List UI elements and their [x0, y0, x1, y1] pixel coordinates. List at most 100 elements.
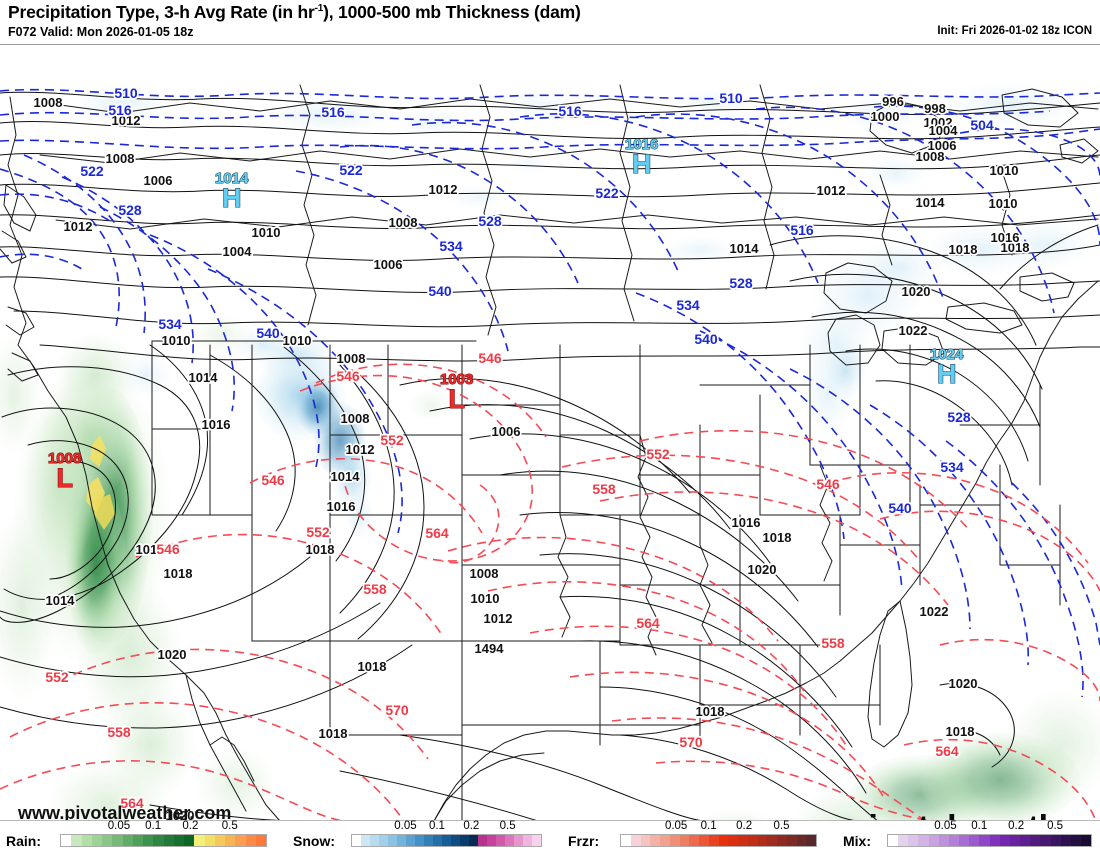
colorbar-swatch — [928, 835, 939, 846]
colorbar-swatch — [173, 835, 184, 846]
thickness-low-label-halo: 540 — [256, 325, 280, 341]
colorbar-swatch — [938, 835, 949, 846]
thickness-low-label: 534 — [940, 459, 964, 475]
mslp-label: 1014 — [189, 370, 219, 385]
mslp-label: 1018 — [696, 704, 725, 719]
colorbar-swatch — [718, 835, 729, 846]
thickness-low-label: 516 — [321, 104, 345, 120]
colorbar-swatch — [948, 835, 960, 846]
thickness-high-label-halo: 570 — [385, 702, 409, 718]
colorbar-swatch — [1080, 835, 1092, 846]
thickness-high-label-halo: 552 — [380, 432, 404, 448]
mslp-label-halo: 1012 — [484, 611, 513, 626]
mslp-label-halo: 1020 — [949, 676, 978, 691]
thickness-low-label-halo: 510 — [719, 90, 743, 106]
thickness-high-label: 558 — [592, 481, 616, 497]
mslp-label-halo: 1014 — [730, 241, 760, 256]
colorbar-swatch — [433, 835, 442, 846]
thickness-high-label-halo: 564 — [425, 525, 449, 541]
mslp-label-halo: 1010 — [162, 333, 191, 348]
thickness-high-label-halo: 564 — [636, 615, 660, 631]
mslp-label-halo: 1006 — [928, 138, 957, 153]
thickness-high-label: 546 — [816, 476, 840, 492]
pressure-center-high-1016[interactable]: 1016 H — [624, 136, 658, 178]
pressure-center-high-1014[interactable]: 1014 H — [214, 170, 248, 212]
colorbar-swatches-mix — [887, 834, 1092, 847]
colorbar-swatch — [1050, 835, 1061, 846]
mslp-label-halo: 1010 — [252, 225, 281, 240]
colorbar-swatch — [235, 835, 246, 846]
mslp-label: 1010 — [989, 196, 1018, 211]
thickness-low-label-halo: 516 — [321, 104, 345, 120]
mslp-label-halo: 1018 — [358, 659, 387, 674]
mslp-label-halo: 1012 — [429, 182, 458, 197]
mslp-label: 1018 — [306, 542, 335, 557]
colorbar-swatch — [969, 835, 980, 846]
colorbar-swatch — [888, 835, 899, 846]
mslp-label: 1014 — [331, 469, 361, 484]
colorbar-swatch — [469, 835, 478, 846]
mslp-label-halo: 1014 — [916, 195, 946, 210]
colorbar-swatch — [796, 835, 807, 846]
colorbar-swatch — [630, 835, 641, 846]
colorbar-tick-label: 0.2 — [182, 820, 199, 832]
thickness-low-label-halo: 516 — [108, 102, 132, 118]
colorbar-swatch — [225, 835, 236, 846]
colorbar-swatch — [81, 835, 92, 846]
mslp-label: 1008 — [916, 149, 945, 164]
pressure-letter-label: L — [56, 463, 74, 493]
mslp-label: 1012 — [346, 442, 375, 457]
colorbar-swatch — [699, 835, 709, 846]
colorbar-swatch — [184, 835, 195, 846]
colorbar-label-frzr: Frzr: — [568, 833, 600, 849]
thickness-low-label: 534 — [158, 316, 182, 332]
mslp-label-halo: 1018 — [164, 566, 193, 581]
mslp-label-halo: 1014 — [189, 370, 219, 385]
mslp-label: 1014 — [916, 195, 946, 210]
mslp-label: 1008 — [337, 351, 366, 366]
thickness-low-label-halo: 516 — [558, 103, 582, 119]
colorbar-swatch — [898, 835, 909, 846]
pressure-center-low-1003[interactable]: 1003 L — [439, 371, 473, 414]
thickness-high-label-halo: 546 — [261, 472, 285, 488]
colorbar-swatch — [757, 835, 768, 846]
thickness-high-label-halo: 552 — [45, 669, 69, 685]
colorbar-tick-label: 0.05 — [107, 820, 131, 832]
map-canvas[interactable]: 1008 1008 1012 1012 1008 1008 1006 1006 1010 1010… — [0, 44, 1100, 820]
mslp-label-halo: 1006 — [492, 424, 521, 439]
mslp-label: 1010 — [471, 591, 500, 606]
mslp-label-halo: 1018 — [306, 542, 335, 557]
pressure-letter-label: L — [448, 384, 466, 414]
map-header: Precipitation Type, 3-h Avg Rate (in hr-… — [0, 0, 1100, 44]
colorbar-swatch — [194, 835, 205, 846]
colorbar-tick-label: 0.2 — [736, 820, 753, 832]
mslp-label-halo: 1008 — [470, 566, 499, 581]
mslp-label: 1018 — [358, 659, 387, 674]
colorbar-swatch — [767, 835, 777, 846]
pressure-center-high-1024[interactable]: 1024 H — [929, 346, 963, 388]
thickness-low-label-halo: 540 — [428, 283, 452, 299]
colorbar-label-snow: Snow: — [293, 833, 335, 849]
thickness-high-label: 564 — [935, 743, 959, 759]
colorbar-swatch — [650, 835, 660, 846]
mslp-label: 1004 — [223, 244, 253, 259]
colorbar-swatch — [505, 835, 514, 846]
colorbar-swatch — [747, 835, 758, 846]
mslp-label: 1006 — [492, 424, 521, 439]
colorbar-swatch — [451, 835, 460, 846]
thickness-low-label-halo: 534 — [940, 459, 964, 475]
mslp-label-halo: 1008 — [341, 411, 370, 426]
colorbar-swatch — [738, 835, 748, 846]
colorbar-swatch — [689, 835, 699, 846]
thickness-high-label-halo: 558 — [107, 724, 131, 740]
pressure-center-low-1008[interactable]: 1008 L — [47, 450, 81, 493]
colorbar-swatch — [999, 835, 1010, 846]
thickness-low-label-halo: 528 — [947, 409, 971, 425]
mslp-label-halo: 1022 — [920, 604, 949, 619]
colorbar-swatch — [204, 835, 215, 846]
colorbar-swatch — [1009, 835, 1021, 846]
mslp-label: 1018 — [1001, 240, 1030, 255]
mslp-label-halo: 1010 — [471, 591, 500, 606]
mslp-label-halo: 1010 — [283, 333, 312, 348]
mslp-label: 1016 — [327, 499, 356, 514]
